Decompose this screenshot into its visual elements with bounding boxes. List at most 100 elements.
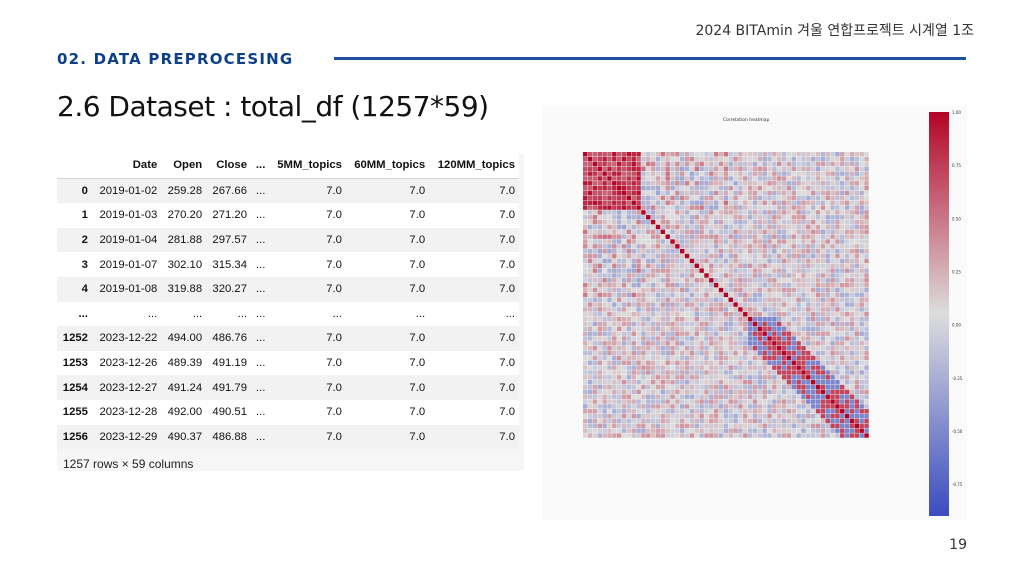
- heatmap-cell: [777, 433, 782, 438]
- row-index: 1256: [57, 424, 92, 450]
- heatmap-cell: [680, 307, 685, 312]
- heatmap-cell: [844, 379, 850, 385]
- heatmap-cell: [592, 210, 598, 215]
- heatmap-cell: [796, 205, 801, 210]
- heatmap-cell: [670, 249, 675, 254]
- heatmap-cell: [597, 282, 602, 288]
- heatmap-cell: [806, 355, 811, 361]
- heatmap-cell: [796, 253, 801, 259]
- heatmap-cell: [631, 384, 636, 390]
- heatmap-cell: [864, 190, 869, 196]
- heatmap-cell: [587, 404, 593, 409]
- heatmap-cell: [689, 282, 695, 288]
- heatmap-cell: [718, 375, 724, 380]
- heatmap-cell: [743, 360, 748, 365]
- heatmap-cell: [646, 355, 651, 361]
- heatmap-cell: [670, 156, 675, 162]
- heatmap-cell: [777, 258, 782, 264]
- table-row: 1255 2023-12-28 492.00 490.51... 7.0 7.0 7.0: [57, 399, 519, 425]
- heatmap-cell: [777, 263, 782, 268]
- heatmap-cell: [684, 365, 690, 370]
- heatmap-cell: [757, 205, 763, 210]
- heatmap-cell: [844, 297, 850, 302]
- heatmap-cell: [743, 239, 748, 244]
- heatmap-cell: [583, 404, 588, 409]
- heatmap-cell: [636, 210, 641, 215]
- heatmap-cell: [684, 389, 690, 395]
- heatmap-cell: [612, 195, 617, 201]
- heatmap-cell: [646, 409, 651, 414]
- heatmap-cell: [820, 341, 826, 346]
- heatmap-cell: [723, 229, 729, 235]
- heatmap-cell: [844, 350, 850, 356]
- heatmap-cell: [728, 326, 733, 332]
- table-row: 2 2019-01-04 281.88 297.57... 7.0 7.0 7.0: [57, 227, 519, 253]
- heatmap-cell: [796, 297, 801, 302]
- heatmap-cell: [815, 409, 821, 414]
- heatmap-cell: [709, 404, 714, 409]
- heatmap-cell: [835, 215, 840, 220]
- table-cell: ...: [250, 375, 270, 400]
- heatmap-cell: [743, 336, 748, 341]
- heatmap-cell: [592, 278, 598, 283]
- heatmap-cell: [694, 302, 699, 307]
- heatmap-cell: [718, 399, 724, 404]
- heatmap-cell: [806, 297, 811, 302]
- heatmap-cell: [660, 263, 666, 268]
- heatmap-cell: [680, 370, 685, 375]
- heatmap-cell: [752, 181, 758, 186]
- heatmap-cell: [616, 282, 622, 288]
- heatmap-cell: [704, 418, 709, 424]
- heatmap-cell: [786, 282, 792, 288]
- heatmap-cell: [796, 350, 801, 356]
- heatmap-cell: [796, 316, 801, 322]
- heatmap-cell: [699, 229, 704, 235]
- heatmap-cell: [587, 239, 593, 244]
- heatmap-cell: [854, 181, 860, 186]
- heatmap-cell: [825, 346, 830, 351]
- heatmap-cell: [699, 350, 704, 356]
- heatmap-cell: [835, 263, 840, 268]
- heatmap-cell: [738, 355, 743, 361]
- heatmap-cell: [626, 200, 632, 205]
- heatmap-cell: [607, 239, 612, 244]
- heatmap-cell: [718, 244, 724, 249]
- heatmap-cell: [660, 224, 666, 230]
- heatmap-cell: [641, 219, 646, 225]
- heatmap-cell: [631, 409, 636, 414]
- heatmap-cell: [660, 171, 666, 176]
- heatmap-cell: [621, 433, 627, 438]
- heatmap-cell: [675, 224, 680, 230]
- heatmap-cell: [859, 370, 864, 375]
- heatmap-cell: [796, 185, 801, 191]
- heatmap-cell: [767, 152, 772, 157]
- heatmap-cell: [757, 195, 763, 201]
- heatmap-cell: [747, 355, 753, 361]
- heatmap-cell: [801, 394, 806, 399]
- heatmap-cell: [670, 292, 675, 298]
- heatmap-cell: [675, 331, 680, 336]
- heatmap-cell: [849, 249, 855, 254]
- heatmap-cell: [786, 249, 792, 254]
- heatmap-cell: [864, 185, 869, 191]
- heatmap-cell: [626, 224, 632, 230]
- heatmap-cell: [728, 433, 733, 438]
- heatmap-cell: [801, 341, 806, 346]
- heatmap-cell: [694, 346, 699, 351]
- heatmap-cell: [631, 307, 636, 312]
- heatmap-cell: [747, 370, 753, 375]
- heatmap-cell: [777, 229, 782, 235]
- heatmap-cell: [743, 273, 748, 278]
- heatmap-cell: [786, 287, 792, 293]
- heatmap-cell: [694, 263, 699, 268]
- heatmap-cell: [607, 384, 612, 390]
- heatmap-cell: [592, 428, 598, 433]
- table-cell: 7.0: [345, 350, 430, 376]
- heatmap-cell: [757, 258, 763, 264]
- heatmap-cell: [641, 210, 646, 215]
- heatmap-cell: [704, 292, 709, 298]
- heatmap-cell: [757, 418, 763, 424]
- heatmap-cell: [592, 316, 598, 322]
- heatmap-cell: [840, 360, 845, 365]
- heatmap-cell: [810, 239, 816, 244]
